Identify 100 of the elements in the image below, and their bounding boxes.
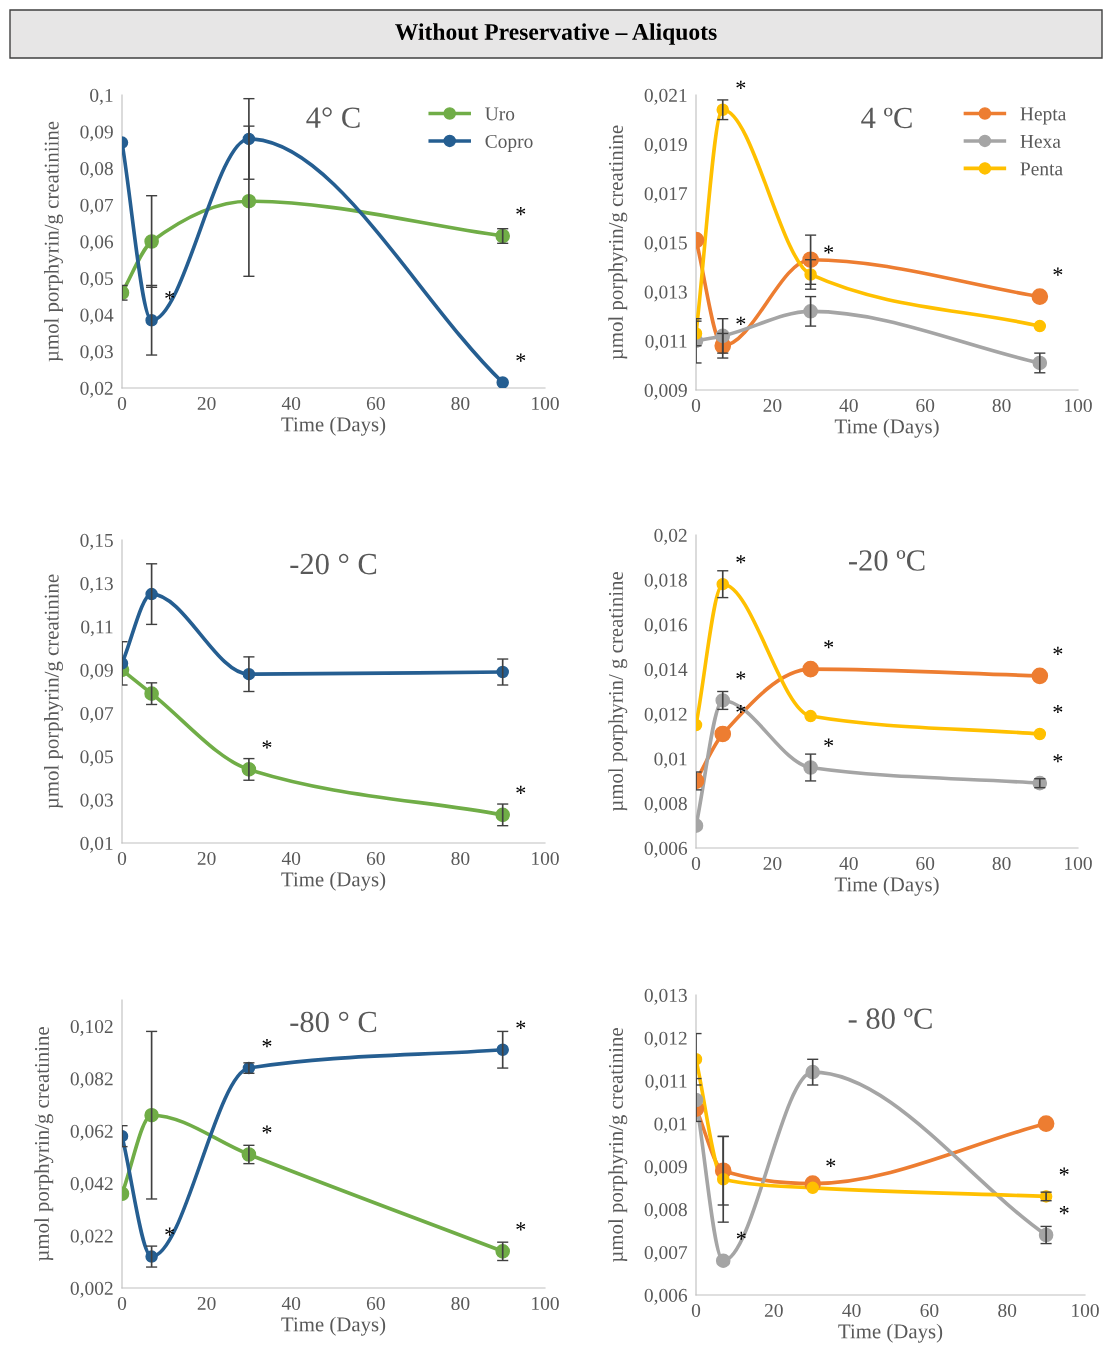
y-tick-label: 0,011 xyxy=(645,334,687,351)
annotation: * xyxy=(736,704,746,714)
x-tick-label: 0 xyxy=(691,1303,701,1318)
x-tick-label: 100 xyxy=(532,1296,559,1311)
y-tick-label: 0,04 xyxy=(80,308,114,325)
annotation: * xyxy=(736,671,746,680)
chart-title: 4 ºC xyxy=(861,107,912,129)
y-tick-label: 0,08 xyxy=(80,162,113,178)
y-tick-label: 0,1 xyxy=(90,88,113,105)
x-axis-title: Time (Days) xyxy=(281,1316,386,1336)
chart-title: 4° C xyxy=(306,107,360,128)
point xyxy=(1033,727,1047,741)
x-tick-label: 20 xyxy=(197,851,216,866)
annotation: * xyxy=(516,1020,526,1029)
x-axis-title: Time (Days) xyxy=(834,418,939,438)
y-tick-label: 0,03 xyxy=(80,345,113,362)
y-tick-label: 0,013 xyxy=(644,285,687,302)
x-tick-label: 100 xyxy=(532,396,559,411)
annotation: * xyxy=(736,316,746,325)
annotation: * xyxy=(826,1158,836,1167)
y-tick-label: 0,006 xyxy=(644,1288,688,1305)
x-tick-label: 100 xyxy=(1065,398,1092,413)
y-tick-label: 0,02 xyxy=(654,528,687,545)
annotation: * xyxy=(736,555,746,564)
annotation: * xyxy=(1053,754,1063,763)
y-tick-label: 0,11 xyxy=(81,620,113,637)
annotation: * xyxy=(1059,1205,1069,1215)
y-tick-label: 0,015 xyxy=(644,236,687,253)
y-tick-label: 0,008 xyxy=(644,797,687,814)
y-tick-label: 0,006 xyxy=(644,841,688,858)
x-tick-label: 80 xyxy=(992,856,1011,871)
x-tick-label: 40 xyxy=(281,851,301,866)
y-tick-label: 0,007 xyxy=(644,1245,688,1262)
point xyxy=(1037,1115,1055,1132)
y-tick-label: 0,102 xyxy=(70,1020,113,1036)
y-axis-title: µmol porphyrin/g creatinine xyxy=(44,574,63,809)
y-axis-title: µmol porphyrin/g creatiniine xyxy=(44,121,63,362)
y-tick-label: 0,03 xyxy=(80,793,113,810)
x-tick-label: 40 xyxy=(842,1303,861,1318)
point xyxy=(802,660,819,678)
x-tick-label: 40 xyxy=(281,1296,301,1311)
x-tick-label: 80 xyxy=(451,396,470,411)
chart-title: -80 ° C xyxy=(290,1011,377,1033)
point xyxy=(715,1253,731,1269)
x-tick-label: 20 xyxy=(197,396,216,411)
x-tick-label: 60 xyxy=(366,851,385,866)
y-tick-label: 0,09 xyxy=(80,125,113,142)
text: Without Preservative – Aliquots xyxy=(395,23,717,45)
x-tick-label: 60 xyxy=(916,398,935,413)
annotation: * xyxy=(1059,1167,1069,1176)
point xyxy=(803,304,818,319)
annotation: * xyxy=(1053,704,1063,714)
y-tick-label: 0,02 xyxy=(80,381,113,398)
x-tick-label: 60 xyxy=(916,856,935,871)
annotation: * xyxy=(1053,646,1063,655)
x-axis-title: Time (Days) xyxy=(281,416,386,436)
y-tick-label: 0,062 xyxy=(70,1124,113,1141)
x-tick-label: 40 xyxy=(839,856,858,871)
x-tick-label: 0 xyxy=(117,851,127,866)
y-axis-title: µmol porphyrin/g creatinine xyxy=(34,1027,54,1261)
x-tick-label: 0 xyxy=(691,856,701,871)
x-axis-title: Time (Days) xyxy=(834,876,939,896)
annotation: * xyxy=(516,353,526,362)
legend-label: Hepta xyxy=(1020,107,1067,125)
legend-label: Hexa xyxy=(1020,135,1061,148)
x-tick-label: 0 xyxy=(117,396,127,411)
point xyxy=(803,760,818,775)
y-tick-label: 0,13 xyxy=(80,577,113,594)
y-tick-label: 0,15 xyxy=(80,533,113,550)
y-tick-label: 0,017 xyxy=(644,187,688,204)
y-tick-label: 0,07 xyxy=(80,706,114,723)
point xyxy=(714,725,732,743)
y-tick-label: 0,018 xyxy=(644,573,687,590)
annotation: * xyxy=(262,1039,272,1048)
legend-label: Copro xyxy=(485,134,533,152)
y-tick-label: 0,019 xyxy=(644,137,687,154)
annotation: * xyxy=(262,1125,272,1134)
y-tick-label: 0,05 xyxy=(80,750,113,767)
y-tick-label: 0,012 xyxy=(644,707,687,724)
x-tick-label: 60 xyxy=(366,396,385,411)
y-tick-label: 0,09 xyxy=(80,663,113,680)
annotation: * xyxy=(516,207,526,216)
point xyxy=(144,686,159,701)
annotation: * xyxy=(262,740,272,749)
x-axis-title: Time (Days) xyxy=(838,1323,943,1343)
annotation: * xyxy=(1053,267,1063,276)
annotation: * xyxy=(824,245,834,254)
x-tick-label: 20 xyxy=(197,1296,216,1311)
x-tick-label: 100 xyxy=(532,851,559,866)
annotation: * xyxy=(824,738,834,747)
y-tick-label: 0,009 xyxy=(644,1160,687,1177)
y-tick-label: 0,012 xyxy=(644,1031,687,1048)
point xyxy=(806,1181,819,1195)
y-tick-label: 0,05 xyxy=(80,271,113,288)
y-axis-title: µmol porphyrin/ g creatinine xyxy=(608,571,628,812)
y-tick-label: 0,013 xyxy=(644,988,687,1005)
annotation: * xyxy=(824,640,834,649)
y-axis-title: µmol porphyrin/g creatinine xyxy=(608,1028,628,1262)
x-axis-title: Time (Days) xyxy=(281,871,386,891)
annotation: * xyxy=(516,785,526,795)
